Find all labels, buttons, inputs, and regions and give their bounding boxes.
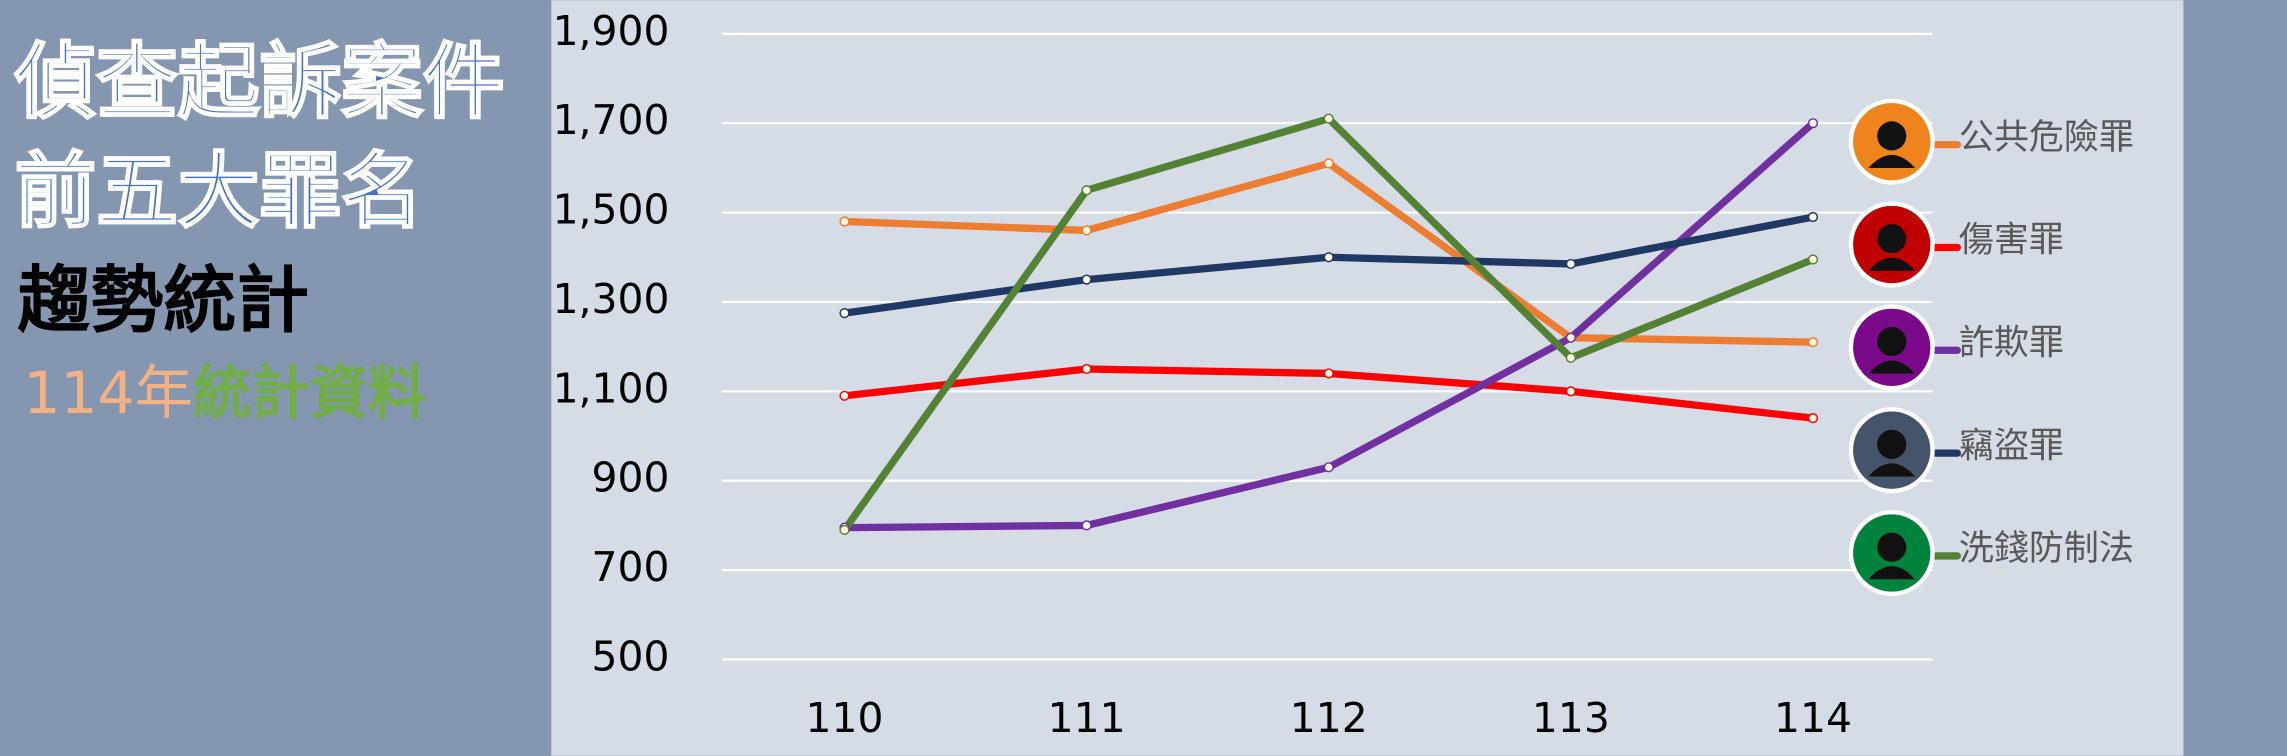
data-point bbox=[1081, 363, 1092, 375]
legend-label: 竊盜罪 bbox=[1959, 426, 2064, 466]
y-tick-label: 500 bbox=[592, 632, 670, 680]
data-point bbox=[1323, 113, 1334, 124]
title-line: 前五大罪名 bbox=[15, 145, 423, 240]
data-point bbox=[1323, 252, 1334, 263]
data-point bbox=[839, 524, 850, 535]
legend-icon-glyph bbox=[1877, 224, 1907, 254]
legend-icon-glyph bbox=[1868, 257, 1916, 271]
data-point bbox=[1807, 211, 1819, 223]
note: 114年統計資料 bbox=[23, 359, 426, 427]
data-point bbox=[1323, 158, 1334, 169]
y-tick-label: 900 bbox=[592, 454, 670, 502]
title-line: 偵查起訴案件 bbox=[14, 35, 505, 130]
legend-icon-glyph bbox=[1868, 154, 1916, 168]
subtitle: 趨勢統計 bbox=[18, 259, 310, 344]
data-point bbox=[1565, 258, 1576, 270]
legend-icon-glyph bbox=[1868, 566, 1916, 580]
legend-icon-glyph bbox=[1868, 463, 1916, 477]
legend-icon-glyph bbox=[1877, 429, 1907, 459]
legend-icon-glyph bbox=[1877, 121, 1907, 151]
data-point bbox=[1565, 386, 1576, 397]
data-point bbox=[839, 390, 850, 401]
y-tick-label: 1,500 bbox=[553, 186, 670, 234]
x-tick-label: 114 bbox=[1774, 694, 1852, 742]
data-point bbox=[1323, 368, 1334, 379]
x-tick-label: 110 bbox=[806, 694, 884, 742]
data-point bbox=[1565, 332, 1576, 343]
legend-label: 傷害罪 bbox=[1959, 221, 2064, 261]
legend-label: 詐欺罪 bbox=[1959, 323, 2064, 363]
y-tick-label: 1,700 bbox=[553, 96, 670, 144]
legend-icon-glyph bbox=[1877, 532, 1907, 562]
note-year: 114年 bbox=[23, 359, 193, 427]
data-point bbox=[1081, 225, 1092, 236]
data-point bbox=[1323, 462, 1334, 473]
x-tick-label: 113 bbox=[1532, 694, 1610, 742]
y-tick-label: 700 bbox=[592, 543, 670, 591]
legend-icon-glyph bbox=[1868, 360, 1916, 374]
data-point bbox=[1807, 118, 1819, 129]
data-point bbox=[1807, 254, 1819, 265]
data-point bbox=[1081, 274, 1092, 285]
legend-label: 公共危險罪 bbox=[1959, 118, 2134, 158]
data-point bbox=[839, 216, 850, 227]
data-point bbox=[839, 308, 850, 319]
legend-icon-glyph bbox=[1877, 326, 1907, 357]
y-tick-label: 1,900 bbox=[553, 7, 670, 55]
data-point bbox=[1565, 352, 1576, 363]
data-point bbox=[1807, 413, 1819, 424]
data-point bbox=[1081, 185, 1092, 196]
legend-label: 洗錢防制法 bbox=[1959, 529, 2134, 569]
note-text: 統計資料 bbox=[193, 359, 426, 427]
y-tick-label: 1,300 bbox=[553, 275, 670, 323]
y-tick-label: 1,100 bbox=[553, 364, 670, 412]
x-tick-label: 111 bbox=[1048, 694, 1126, 742]
x-tick-label: 112 bbox=[1290, 694, 1368, 742]
data-point bbox=[1081, 520, 1092, 531]
data-point bbox=[1807, 337, 1819, 348]
